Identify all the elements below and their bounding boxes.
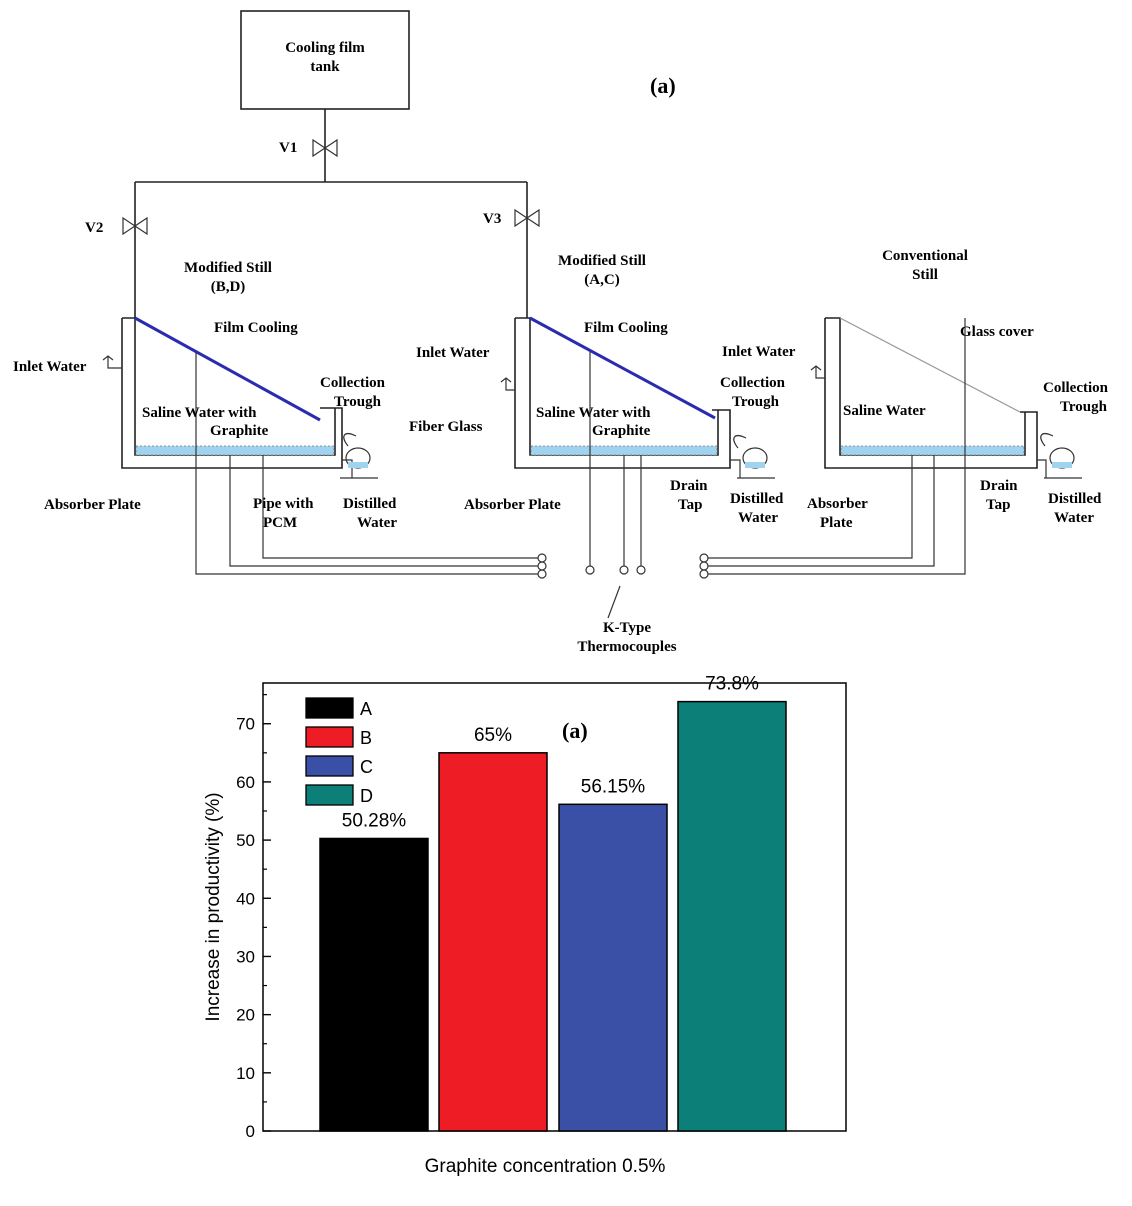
bars xyxy=(319,700,787,1132)
still-2-inlet-label: Inlet Water xyxy=(416,345,490,361)
legend-label-B: B xyxy=(360,728,372,748)
y-tick-label-40: 40 xyxy=(236,889,255,908)
still-3-saline-label: Saline Water xyxy=(843,403,926,419)
legend-swatch-D xyxy=(305,784,354,806)
legend-label-A: A xyxy=(360,699,372,719)
diagram-panel-label: (a) xyxy=(650,73,676,98)
still-3-distilled-label: Distilled Water xyxy=(1048,491,1102,526)
still-2-absorber-label: Absorber Plate xyxy=(464,497,561,513)
productivity-bar-chart: 0 10 20 30 40 50 60 70 50.28% 65% 56.15% 73.8% ABC… xyxy=(203,674,847,1177)
film-cooling-cover-1 xyxy=(134,316,321,422)
y-tick-label-70: 70 xyxy=(236,715,255,734)
y-tick-label-0: 0 xyxy=(246,1122,255,1141)
plot-frame xyxy=(262,682,847,1132)
valve-v2-label: V2 xyxy=(85,220,103,236)
thermocouple-wiring xyxy=(195,318,966,619)
valve-v1 xyxy=(312,138,338,158)
chart-panel-label: (a) xyxy=(562,718,588,743)
still-2-distilled-label: Distilled Water xyxy=(730,491,784,526)
y-tick-label-20: 20 xyxy=(236,1006,255,1025)
still-3-trough-label: Collection Trough xyxy=(1043,380,1109,415)
bar-C xyxy=(558,803,668,1132)
y-tick-label-30: 30 xyxy=(236,947,255,966)
legend-label-D: D xyxy=(360,786,373,806)
still-2-title: Modified Still (A,C) xyxy=(558,253,646,288)
still-1-saline-label: Saline Water with Graphite xyxy=(142,405,269,439)
bar-label-B: 65% xyxy=(474,725,512,746)
still-1-film-cooling-label: Film Cooling xyxy=(214,320,298,336)
y-axis-ticks: 0 10 20 30 40 50 60 70 xyxy=(236,694,271,1141)
cooling-film-tank-label: Cooling film tank xyxy=(285,40,365,75)
still-2-saline-label: Saline Water with Graphite xyxy=(536,405,651,439)
feed-pipe xyxy=(134,109,528,318)
legend-swatch-A xyxy=(305,697,354,719)
still-1-trough-label: Collection Trough xyxy=(320,375,386,410)
bar-B xyxy=(438,752,548,1132)
still-1-pipe-label: Pipe with PCM xyxy=(253,496,314,531)
schematic-diagram: Cooling film tank (a) V1 V2 V3 Modified S… xyxy=(13,10,1109,655)
still-3-drain-label: Drain Tap xyxy=(980,478,1018,513)
bar-label-C: 56.15% xyxy=(581,776,646,797)
legend-label-C: C xyxy=(360,757,373,777)
still-2-drain-label: Drain Tap xyxy=(670,478,708,513)
still-3-inlet-label: Inlet Water xyxy=(722,344,796,360)
legend-swatch-C xyxy=(305,755,354,777)
bar-value-labels: 50.28% 65% 56.15% 73.8% xyxy=(342,674,759,832)
bar-D xyxy=(677,700,787,1132)
x-axis-label: Graphite concentration 0.5% xyxy=(425,1156,666,1177)
still-2-film-cooling-label: Film Cooling xyxy=(584,320,668,336)
valve-v1-label: V1 xyxy=(279,140,297,156)
still-1-distilled-label: Distilled Water xyxy=(343,496,397,531)
valve-v3 xyxy=(514,208,540,228)
valve-v2 xyxy=(122,216,148,236)
bar-A xyxy=(319,837,429,1132)
modified-still-bd xyxy=(102,316,378,479)
thermocouples-label: K-Type Thermocouples xyxy=(577,620,676,655)
glass-cover xyxy=(839,317,1021,413)
still-1-inlet-label: Inlet Water xyxy=(13,359,87,375)
still-2-fiber-label: Fiber Glass xyxy=(409,419,483,435)
bar-label-D: 73.8% xyxy=(705,674,759,695)
bar-label-A: 50.28% xyxy=(342,810,407,831)
still-2-trough-label: Collection Trough xyxy=(720,375,786,410)
y-axis-label: Increase in productivity (%) xyxy=(203,792,224,1021)
y-tick-label-10: 10 xyxy=(236,1064,255,1083)
still-3-title: Conventional Still xyxy=(882,248,968,283)
conventional-still xyxy=(810,317,1082,479)
y-tick-label-60: 60 xyxy=(236,773,255,792)
film-cooling-cover-2 xyxy=(529,316,716,420)
y-tick-label-50: 50 xyxy=(236,831,255,850)
still-1-title: Modified Still (B,D) xyxy=(184,260,272,295)
still-1-absorber-label: Absorber Plate xyxy=(44,497,141,513)
valve-v3-label: V3 xyxy=(483,211,501,227)
still-3-glass-label: Glass cover xyxy=(960,324,1034,340)
still-3-absorber-label: Absorber Plate xyxy=(807,496,868,531)
legend-swatch-B xyxy=(305,726,354,748)
